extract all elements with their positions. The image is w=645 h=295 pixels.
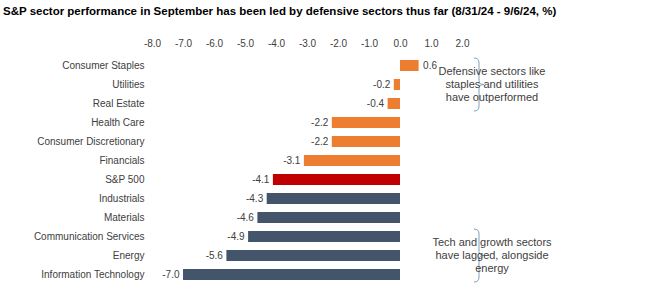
svg-text:0.6: 0.6 [423,60,437,71]
svg-text:Financials: Financials [99,155,144,166]
svg-text:-3.1: -3.1 [283,155,301,166]
svg-text:-1.0: -1.0 [361,38,379,49]
svg-text:Energy: Energy [113,250,145,261]
svg-text:-0.2: -0.2 [373,79,391,90]
svg-text:Consumer Staples: Consumer Staples [62,60,144,71]
svg-text:-2.2: -2.2 [311,117,329,128]
svg-text:-4.0: -4.0 [268,38,286,49]
svg-text:-4.6: -4.6 [237,212,255,223]
svg-text:Information Technology: Information Technology [41,269,144,280]
svg-text:-3.0: -3.0 [299,38,317,49]
svg-text:Health Care: Health Care [91,117,145,128]
svg-text:1.0: 1.0 [425,38,439,49]
svg-text:Communication Services: Communication Services [34,231,145,242]
svg-text:2.0: 2.0 [456,38,470,49]
svg-text:-7.0: -7.0 [162,269,180,280]
svg-text:0.0: 0.0 [394,38,408,49]
svg-text:-5.0: -5.0 [237,38,255,49]
svg-text:-4.9: -4.9 [227,231,245,242]
svg-text:-0.4: -0.4 [367,98,385,109]
svg-text:Utilities: Utilities [112,79,144,90]
svg-text:-4.3: -4.3 [246,193,264,204]
svg-text:Industrials: Industrials [99,193,145,204]
html-text:S&P sector performance in Sept: S&P sector performance in September has … [3,5,557,17]
svg-text:Materials: Materials [104,212,145,223]
svg-text:Consumer Discretionary: Consumer Discretionary [37,136,144,147]
svg-text:-7.0: -7.0 [175,38,193,49]
svg-text:-8.0: -8.0 [144,38,162,49]
svg-text:Real Estate: Real Estate [93,98,145,109]
svg-text:-2.2: -2.2 [311,136,329,147]
svg-text:-2.0: -2.0 [330,38,348,49]
svg-text:-4.1: -4.1 [252,174,270,185]
svg-text:-6.0: -6.0 [206,38,224,49]
svg-text:Tech and growth sectorshave la: Tech and growth sectorshave lagged, alon… [432,236,552,274]
svg-text:Defensive sectors likestaples: Defensive sectors likestaples and utilit… [439,65,546,103]
svg-text:-5.6: -5.6 [206,250,224,261]
svg-text:S&P 500: S&P 500 [105,174,145,185]
